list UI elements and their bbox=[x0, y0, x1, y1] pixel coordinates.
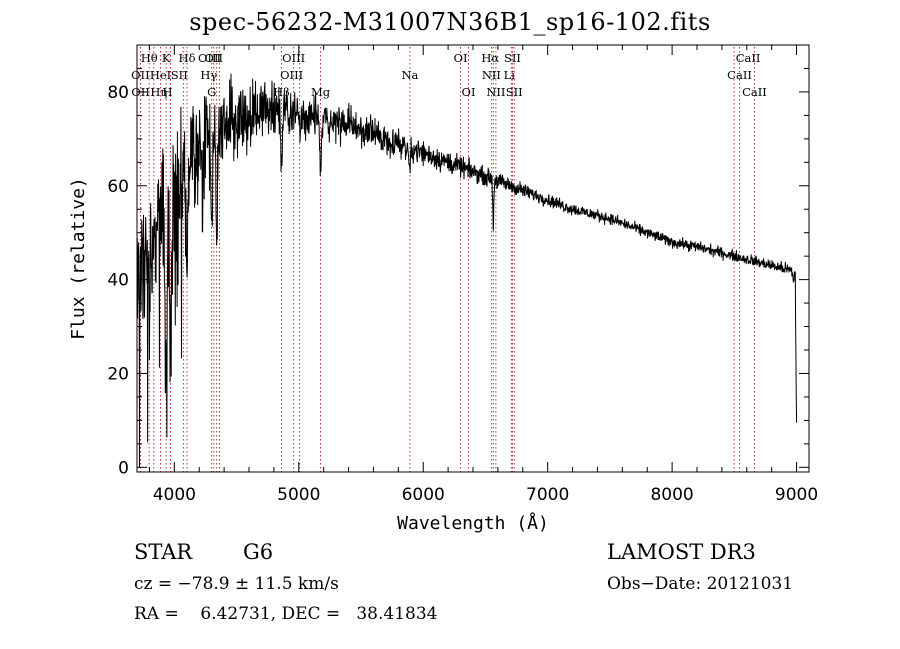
line-marker-label: Hδ bbox=[179, 51, 196, 65]
y-tick-label: 60 bbox=[107, 177, 129, 197]
line-marker-label: NII bbox=[482, 68, 501, 82]
line-marker-label: Hβ bbox=[273, 85, 290, 99]
line-marker-label: OII bbox=[131, 85, 150, 99]
line-marker-label: NII bbox=[486, 85, 505, 99]
x-axis-label: Wavelength (Å) bbox=[397, 512, 549, 534]
line-marker-label: Na bbox=[401, 68, 418, 82]
line-marker-label: Hα bbox=[481, 51, 499, 65]
line-marker-label: HeI bbox=[150, 68, 171, 82]
object-class: STAR bbox=[134, 540, 193, 564]
spectrum-series bbox=[136, 73, 798, 468]
line-marker-label: K bbox=[162, 51, 171, 65]
x-tick-label: 4000 bbox=[153, 485, 196, 505]
line-marker-label: CaII bbox=[736, 51, 761, 65]
object-subclass: G6 bbox=[243, 540, 274, 564]
x-tick-label: 7000 bbox=[526, 485, 569, 505]
y-axis-label: Flux (relative) bbox=[68, 177, 89, 340]
x-tick-label: 5000 bbox=[277, 485, 320, 505]
line-marker-label: Hθ bbox=[141, 51, 158, 65]
line-marker-label: Hη bbox=[150, 85, 167, 99]
line-marker-label: Mg bbox=[311, 85, 331, 99]
line-marker-label: SII bbox=[171, 68, 188, 82]
ra-dec-coordinates: RA = 6.42731, DEC = 38.41834 bbox=[134, 604, 438, 624]
line-marker-label: H bbox=[162, 85, 172, 99]
chart-title: spec-56232-M31007N36B1_sp16-102.fits bbox=[189, 8, 711, 36]
line-marker-label: OIII bbox=[282, 51, 305, 65]
y-tick-label: 20 bbox=[107, 364, 129, 384]
observation-date: Obs−Date: 20121031 bbox=[607, 574, 794, 594]
line-marker-label: OII bbox=[205, 51, 224, 65]
x-tick-label: 9000 bbox=[775, 485, 818, 505]
x-tick-label: 8000 bbox=[650, 485, 693, 505]
line-marker-label: OII bbox=[131, 68, 150, 82]
line-marker-label: Hγ bbox=[200, 68, 217, 82]
line-marker-label: CaII bbox=[742, 85, 767, 99]
line-marker-label: SII bbox=[504, 51, 521, 65]
line-marker-label: Li bbox=[504, 68, 516, 82]
y-tick-label: 40 bbox=[107, 271, 129, 291]
line-marker-label: OI bbox=[462, 85, 476, 99]
survey-label: LAMOST DR3 bbox=[607, 540, 756, 564]
y-tick-label: 80 bbox=[107, 83, 129, 103]
redshift-velocity: cz = −78.9 ± 11.5 km/s bbox=[134, 574, 339, 594]
line-marker-label: OIII bbox=[198, 51, 221, 65]
line-marker-label: CaII bbox=[727, 68, 752, 82]
line-marker-label: OIII bbox=[280, 68, 303, 82]
line-marker-label: OI bbox=[454, 51, 468, 65]
x-tick-label: 6000 bbox=[402, 485, 445, 505]
y-tick-label: 0 bbox=[118, 458, 129, 478]
line-marker-label: SII bbox=[506, 85, 523, 99]
line-marker-label: G bbox=[207, 85, 216, 99]
